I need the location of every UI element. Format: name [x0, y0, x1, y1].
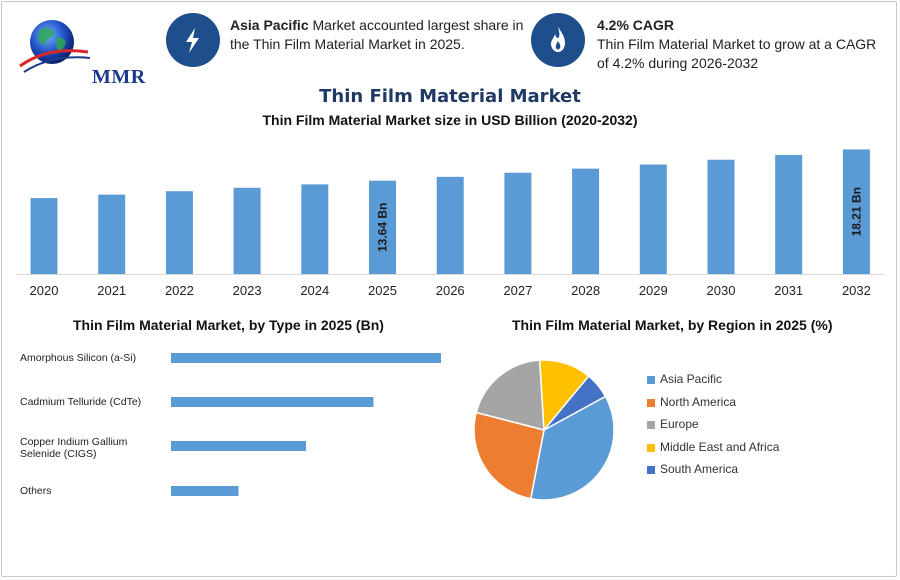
legend-swatch-0: [647, 376, 655, 384]
x-tick-2025: 2025: [368, 283, 397, 298]
bar-2032: [842, 149, 870, 274]
info-cagr-text: Thin Film Material Market to grow at a C…: [597, 36, 877, 71]
mmr-logo: MMR: [18, 16, 145, 88]
type-label-0: Amorphous Silicon (a-Si): [20, 352, 137, 364]
legend-item-2: Europe: [660, 417, 699, 431]
x-tick-2022: 2022: [165, 283, 194, 298]
x-tick-2028: 2028: [571, 283, 600, 298]
type-label-2: Copper Indium Gallium Selenide (CIGS): [20, 436, 128, 460]
type-bar-1: [171, 397, 374, 407]
legend-swatch-2: [647, 421, 655, 429]
type-chart-title: Thin Film Material Market, by Type in 20…: [73, 317, 384, 333]
info-asia-pacific: Asia Pacific Market accounted largest sh…: [230, 16, 525, 54]
legend-swatch-3: [647, 443, 655, 452]
pie-slice-4: [543, 375, 607, 431]
info-asia-pacific-text: Market accounted largest share in the Th…: [230, 17, 524, 52]
x-tick-2030: 2030: [707, 283, 736, 298]
pie-slice-0: [529, 395, 615, 501]
pie-slice-2: [475, 359, 545, 431]
x-tick-2020: 2020: [30, 283, 59, 298]
bar-2022: [165, 191, 193, 274]
globe-icon: [19, 20, 91, 73]
region-chart-title: Thin Film Material Market, by Region in …: [512, 317, 833, 333]
legend-item-4: South America: [660, 462, 739, 476]
info-asia-pacific-bold: Asia Pacific: [230, 17, 309, 33]
bar-2030: [707, 159, 735, 274]
x-tick-2021: 2021: [97, 283, 126, 298]
type-chart: [171, 353, 441, 496]
legend-item-1: North America: [660, 394, 737, 409]
bar-2024: [301, 184, 329, 274]
bar-2031: [775, 154, 803, 274]
bar-2026: [436, 176, 464, 274]
legend-item-0: Asia Pacific: [660, 372, 723, 386]
pie-slice-1: [473, 411, 545, 500]
data-label-2032: 18.21 Bn: [849, 187, 863, 236]
type-label-3: Others: [20, 485, 52, 497]
logo-text: MMR: [92, 66, 146, 88]
info-cagr: 4.2% CAGR Thin Film Material Market to g…: [597, 16, 887, 73]
info-cagr-bold: 4.2% CAGR: [597, 17, 675, 33]
bar-2029: [639, 164, 667, 274]
type-bar-0: [171, 353, 441, 363]
type-bar-2: [171, 441, 306, 451]
data-label-2025: 13.64 Bn: [376, 203, 390, 252]
market-size-chart: 2020 2021 2022 2023 2024 2025 13.64 Bn 2026 2027…: [16, 149, 884, 298]
type-bar-3: [171, 486, 239, 496]
main-title: Thin Film Material Market: [319, 86, 581, 107]
x-tick-2023: 2023: [233, 283, 262, 298]
chart-subtitle: Thin Film Material Market size in USD Bi…: [262, 112, 638, 128]
x-tick-2027: 2027: [503, 283, 532, 298]
bar-2020: [30, 198, 58, 274]
bar-2023: [233, 187, 261, 274]
type-label-1: Cadmium Telluride (CdTe): [20, 396, 142, 408]
bar-2021: [98, 194, 126, 274]
bar-2028: [572, 168, 600, 274]
flame-icon: [531, 13, 585, 67]
x-tick-2024: 2024: [300, 283, 329, 298]
bar-2025: [369, 180, 396, 274]
legend-swatch-1: [647, 398, 655, 407]
region-pie-chart: [473, 359, 615, 501]
x-tick-2029: 2029: [639, 283, 668, 298]
legend-swatch-4: [647, 466, 655, 474]
legend-item-3: Middle East and Africa: [660, 439, 780, 454]
x-tick-2032: 2032: [842, 283, 871, 298]
x-tick-2026: 2026: [436, 283, 465, 298]
lightning-icon: [166, 13, 220, 67]
bar-2027: [504, 172, 532, 274]
x-tick-2031: 2031: [774, 283, 803, 298]
